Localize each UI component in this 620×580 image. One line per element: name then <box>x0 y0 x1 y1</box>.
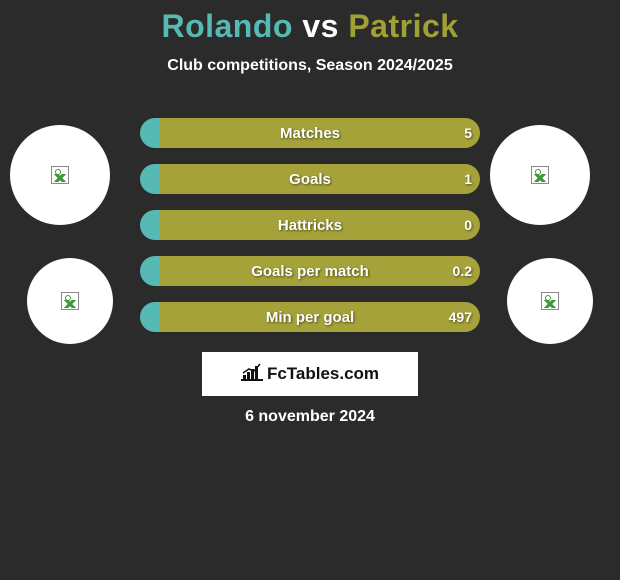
player-b-name: Patrick <box>348 8 458 44</box>
stat-row: Hattricks0 <box>140 210 480 240</box>
player-a-name: Rolando <box>161 8 292 44</box>
stat-row: Goals1 <box>140 164 480 194</box>
player-a-photo <box>10 125 110 225</box>
stat-label: Min per goal <box>140 302 480 332</box>
brand-text: FcTables.com <box>267 364 379 384</box>
player-b-photo <box>490 125 590 225</box>
player-a-club <box>27 258 113 344</box>
stat-label: Goals per match <box>140 256 480 286</box>
date-line: 6 november 2024 <box>0 408 620 426</box>
player-b-club <box>507 258 593 344</box>
stat-label: Hattricks <box>140 210 480 240</box>
vs-label: vs <box>302 8 339 44</box>
stat-row: Min per goal497 <box>140 302 480 332</box>
stat-label: Goals <box>140 164 480 194</box>
brand-chart-icon <box>241 363 263 386</box>
image-placeholder-icon <box>541 292 559 310</box>
stat-row: Goals per match0.2 <box>140 256 480 286</box>
image-placeholder-icon <box>531 166 549 184</box>
stat-value-b: 497 <box>449 302 472 332</box>
stat-value-b: 5 <box>464 118 472 148</box>
comparison-title: Rolando vs Patrick <box>0 0 620 45</box>
image-placeholder-icon <box>61 292 79 310</box>
brand-box: FcTables.com <box>202 352 418 396</box>
stat-value-b: 0.2 <box>453 256 472 286</box>
stat-value-b: 0 <box>464 210 472 240</box>
stat-label: Matches <box>140 118 480 148</box>
stat-row: Matches5 <box>140 118 480 148</box>
image-placeholder-icon <box>51 166 69 184</box>
stats-container: Matches5Goals1Hattricks0Goals per match0… <box>140 118 480 348</box>
stat-value-b: 1 <box>464 164 472 194</box>
subtitle: Club competitions, Season 2024/2025 <box>0 57 620 75</box>
